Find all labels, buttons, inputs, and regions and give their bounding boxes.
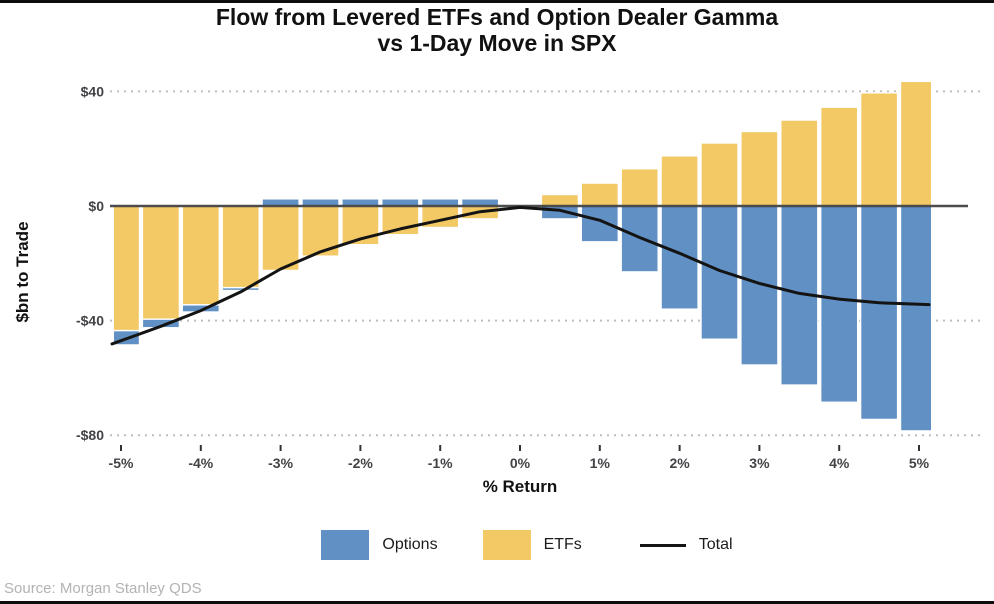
svg-text:3%: 3% xyxy=(749,455,770,471)
x-axis-title: % Return xyxy=(482,477,558,496)
legend: Options ETFs Total xyxy=(0,530,994,560)
svg-text:1%: 1% xyxy=(590,455,611,471)
svg-text:-$80: -$80 xyxy=(76,427,104,443)
svg-text:2%: 2% xyxy=(669,455,690,471)
svg-text:-4%: -4% xyxy=(188,455,213,471)
svg-text:$40: $40 xyxy=(81,83,105,99)
legend-swatch-options-icon xyxy=(321,530,370,560)
svg-text:-1%: -1% xyxy=(428,455,453,471)
source-note: Source: Morgan Stanley QDS xyxy=(4,580,202,597)
svg-text:-$40: -$40 xyxy=(76,313,104,329)
svg-text:5%: 5% xyxy=(909,455,930,471)
svg-text:4%: 4% xyxy=(829,455,850,471)
chart-title-line1: Flow from Levered ETFs and Option Dealer… xyxy=(215,4,779,30)
chart-title-line2: vs 1-Day Move in SPX xyxy=(377,30,617,56)
chart-canvas: $40 $0 -$40 -$80 -5% -4% -3% -2% -1% 0% 1% 2% 3% 4% 5% xyxy=(76,80,985,471)
legend-label-etfs: ETFs xyxy=(543,536,582,553)
legend-swatch-etfs-icon xyxy=(482,530,531,560)
svg-text:-3%: -3% xyxy=(268,455,293,471)
legend-label-options: Options xyxy=(382,536,438,553)
legend-total-line-icon xyxy=(639,543,686,547)
svg-text:-2%: -2% xyxy=(348,455,373,471)
y-axis-title: $bn to Trade xyxy=(13,221,32,323)
chart-title: Flow from Levered ETFs and Option Dealer… xyxy=(0,4,994,56)
legend-label-total: Total xyxy=(698,536,733,553)
svg-text:0%: 0% xyxy=(510,455,531,471)
svg-text:$0: $0 xyxy=(88,198,104,214)
svg-text:-5%: -5% xyxy=(109,455,134,471)
